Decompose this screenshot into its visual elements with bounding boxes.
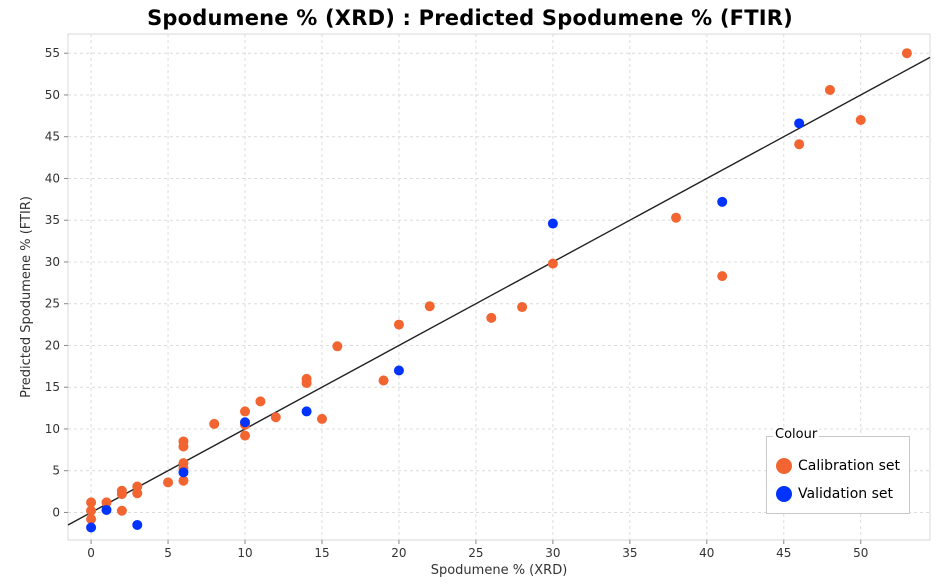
y-tick-label: 30 xyxy=(45,255,60,269)
y-tick-label: 15 xyxy=(45,380,60,394)
validation-point xyxy=(393,365,404,376)
validation-point xyxy=(547,218,558,229)
validation-point xyxy=(132,519,143,530)
calibration-point xyxy=(824,84,835,95)
x-tick-label: 20 xyxy=(391,546,406,560)
x-tick-label: 5 xyxy=(164,546,172,560)
legend-title: Colour xyxy=(773,427,820,442)
y-tick-label: 50 xyxy=(45,88,60,102)
calibration-point xyxy=(86,505,97,516)
validation-point xyxy=(794,118,805,129)
validation-point xyxy=(717,196,728,207)
validation-point xyxy=(86,522,97,533)
validation-point xyxy=(301,406,312,417)
validation-point xyxy=(101,504,112,515)
y-tick-label: 20 xyxy=(45,338,60,352)
validation-point xyxy=(178,467,189,478)
calibration-point xyxy=(240,430,251,441)
calibration-point xyxy=(855,115,866,126)
calibration-point xyxy=(316,413,327,424)
y-tick-label: 10 xyxy=(45,422,60,436)
calibration-point xyxy=(132,488,143,499)
calibration-point xyxy=(332,341,343,352)
data-points xyxy=(86,48,912,533)
calibration-point xyxy=(86,497,97,508)
validation-point xyxy=(240,417,251,428)
x-tick-label: 0 xyxy=(87,546,95,560)
calibration-point xyxy=(270,412,281,423)
fit-line xyxy=(67,56,931,526)
plot-area-frame xyxy=(67,33,931,541)
calibration-point xyxy=(209,418,220,429)
calibration-point xyxy=(178,475,189,486)
calibration-point xyxy=(671,212,682,223)
x-tick-label: 50 xyxy=(853,546,868,560)
validation-marker-icon xyxy=(776,486,792,502)
calibration-point xyxy=(717,271,728,282)
y-tick-label: 35 xyxy=(45,213,60,227)
legend-label-validation: Validation set xyxy=(798,486,893,502)
x-tick-label: 30 xyxy=(545,546,560,560)
calibration-point xyxy=(101,497,112,508)
y-tick-label: 0 xyxy=(52,505,60,519)
fit-line-group xyxy=(67,56,931,526)
x-tick-label: 45 xyxy=(776,546,791,560)
calibration-point xyxy=(86,514,97,525)
calibration-point xyxy=(240,406,251,417)
calibration-point xyxy=(794,139,805,150)
calibration-point xyxy=(393,319,404,330)
legend: Colour Calibration set Validation set xyxy=(766,427,910,514)
y-tick-label: 55 xyxy=(45,46,60,60)
calibration-point xyxy=(163,477,174,488)
chart-title: Spodumene % (XRD) : Predicted Spodumene … xyxy=(147,6,793,30)
calibration-marker-icon xyxy=(776,458,792,474)
axis-ticks: 0 5 10 15 20 25 30 35 40 45 50 0 5 10 15 20 25 30 35 40 45 50… xyxy=(45,46,869,560)
x-axis-title: Spodumene % (XRD) xyxy=(431,563,568,578)
calibration-point xyxy=(378,375,389,386)
x-tick-label: 10 xyxy=(237,546,252,560)
calibration-point xyxy=(301,378,312,389)
x-tick-label: 15 xyxy=(314,546,329,560)
calibration-point xyxy=(116,489,127,500)
calibration-point xyxy=(486,312,497,323)
legend-item-validation: Validation set xyxy=(776,484,893,504)
calibration-point xyxy=(255,396,266,407)
calibration-point xyxy=(178,441,189,452)
y-tick-label: 5 xyxy=(52,464,60,478)
x-tick-label: 25 xyxy=(468,546,483,560)
y-tick-label: 45 xyxy=(45,130,60,144)
legend-item-calibration: Calibration set xyxy=(776,456,900,476)
legend-label-calibration: Calibration set xyxy=(798,458,901,474)
calibration-point xyxy=(517,302,528,313)
y-axis-title: Predicted Spodumene % (FTIR) xyxy=(19,196,34,398)
calibration-point xyxy=(424,301,435,312)
y-tick-label: 25 xyxy=(45,297,60,311)
x-tick-label: 40 xyxy=(699,546,714,560)
calibration-point xyxy=(547,258,558,269)
x-tick-label: 35 xyxy=(622,546,637,560)
calibration-point xyxy=(116,505,127,516)
y-tick-label: 40 xyxy=(45,171,60,185)
calibration-point xyxy=(901,48,912,59)
